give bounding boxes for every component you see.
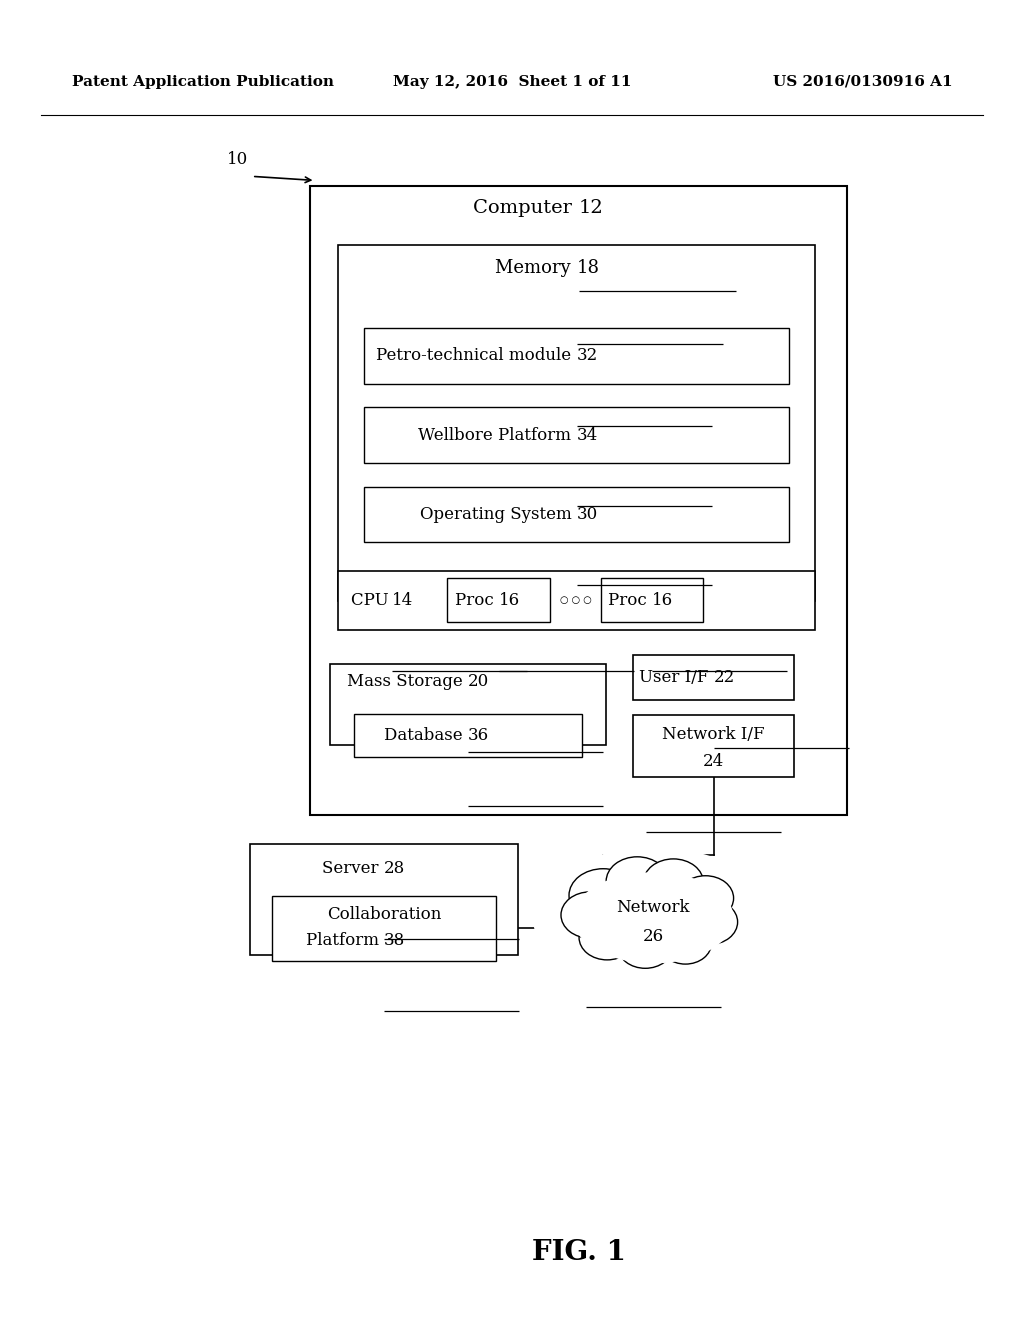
Text: Wellbore Platform: Wellbore Platform [418, 426, 577, 444]
Text: 26: 26 [643, 928, 664, 945]
Bar [272, 896, 496, 961]
Text: Patent Application Publication: Patent Application Publication [72, 75, 334, 88]
Bar [601, 578, 703, 622]
Text: 20: 20 [468, 673, 489, 690]
Ellipse shape [643, 859, 703, 907]
Text: Proc: Proc [608, 591, 652, 609]
Text: 22: 22 [714, 669, 735, 686]
Text: 34: 34 [577, 426, 598, 444]
Ellipse shape [606, 857, 669, 906]
Text: User I/F: User I/F [639, 669, 714, 686]
Text: 10: 10 [227, 152, 248, 169]
Text: Platform: Platform [306, 932, 384, 949]
Text: 28: 28 [384, 859, 406, 876]
Text: Server: Server [323, 859, 384, 876]
Ellipse shape [569, 869, 637, 921]
Bar [354, 714, 582, 756]
Ellipse shape [678, 875, 733, 920]
Bar [309, 186, 847, 814]
Bar [338, 570, 814, 630]
Text: Database: Database [384, 727, 468, 743]
Text: 24: 24 [703, 752, 724, 770]
Bar [633, 655, 795, 700]
Text: 12: 12 [579, 199, 603, 218]
Text: 30: 30 [577, 506, 598, 523]
Ellipse shape [573, 873, 733, 964]
Ellipse shape [532, 847, 774, 987]
Text: US 2016/0130916 A1: US 2016/0130916 A1 [773, 75, 952, 88]
Bar [364, 487, 788, 543]
Text: 36: 36 [468, 727, 489, 743]
Text: Petro-technical module: Petro-technical module [376, 347, 577, 364]
Text: 14: 14 [391, 591, 413, 609]
Text: Collaboration: Collaboration [327, 907, 441, 923]
Text: CPU: CPU [350, 591, 393, 609]
Text: Network I/F: Network I/F [663, 726, 765, 743]
Ellipse shape [561, 892, 620, 939]
Text: 38: 38 [384, 932, 406, 949]
Bar [330, 664, 606, 744]
Bar [338, 246, 814, 601]
Text: FIG. 1: FIG. 1 [531, 1239, 626, 1266]
Text: Proc: Proc [455, 591, 499, 609]
Text: 18: 18 [577, 259, 599, 277]
Bar [250, 843, 518, 954]
Bar [364, 408, 788, 463]
Text: Network: Network [616, 899, 690, 916]
Text: 16: 16 [499, 591, 520, 609]
Ellipse shape [681, 900, 737, 945]
Bar [364, 327, 788, 384]
Text: ○ ○ ○: ○ ○ ○ [559, 595, 592, 605]
Ellipse shape [618, 927, 673, 969]
Text: Computer: Computer [473, 199, 579, 218]
Bar [447, 578, 550, 622]
Text: Mass Storage: Mass Storage [347, 673, 468, 690]
Bar [633, 714, 795, 776]
Text: 32: 32 [577, 347, 598, 364]
Text: Memory: Memory [496, 259, 577, 277]
Text: May 12, 2016  Sheet 1 of 11: May 12, 2016 Sheet 1 of 11 [393, 75, 631, 88]
Text: Operating System: Operating System [420, 506, 577, 523]
Ellipse shape [579, 915, 635, 960]
Ellipse shape [659, 921, 712, 964]
Text: 16: 16 [652, 591, 674, 609]
